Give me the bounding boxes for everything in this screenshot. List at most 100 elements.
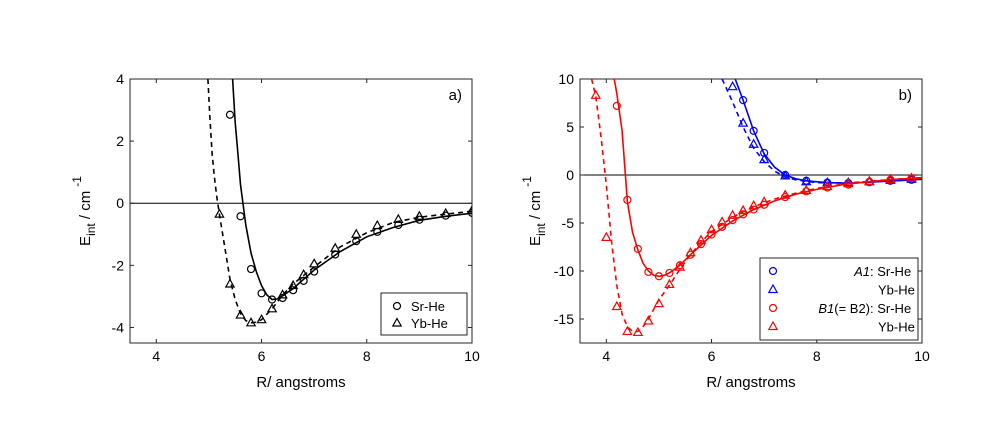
data-point bbox=[236, 212, 245, 221]
data-point bbox=[623, 195, 632, 205]
y-tick-label: 0 bbox=[116, 195, 124, 211]
data-point bbox=[748, 138, 759, 148]
data-point bbox=[643, 315, 654, 325]
series-line bbox=[231, 79, 472, 301]
plot-area bbox=[207, 79, 472, 327]
legend-marker bbox=[768, 266, 778, 276]
y-axis-label: Eint / cm -1 bbox=[520, 176, 548, 246]
legend-marker bbox=[768, 303, 778, 313]
data-point bbox=[466, 204, 472, 215]
y-label-main: E bbox=[527, 236, 544, 246]
y-tick-label: 0 bbox=[566, 167, 574, 183]
data-point bbox=[256, 313, 267, 324]
x-tick-label: 10 bbox=[464, 348, 480, 364]
panel-b: 4 6 8 10 -15 -10 -5 0 5 10 R/ angstroms Eint / cm -1… bbox=[520, 71, 930, 391]
legend-marker bbox=[391, 317, 403, 327]
data-point bbox=[654, 272, 664, 281]
data-point bbox=[644, 267, 653, 277]
data-point bbox=[822, 176, 833, 187]
data-point bbox=[298, 268, 309, 279]
data-point bbox=[822, 180, 833, 191]
data-point bbox=[224, 278, 236, 288]
data-point bbox=[758, 196, 770, 206]
legend-state: B1(= B2) bbox=[818, 301, 870, 316]
data-point bbox=[246, 264, 256, 274]
data-point bbox=[716, 216, 728, 226]
data-point bbox=[665, 268, 674, 278]
data-point bbox=[440, 207, 451, 218]
data-point bbox=[737, 117, 749, 127]
data-point bbox=[257, 289, 266, 298]
data-point bbox=[287, 279, 299, 290]
data-point bbox=[310, 267, 319, 276]
y-label-sup: -1 bbox=[70, 176, 84, 187]
y-tick-label: 5 bbox=[566, 119, 574, 135]
data-point bbox=[611, 300, 623, 311]
data-point bbox=[267, 295, 277, 304]
data-point bbox=[906, 172, 917, 182]
legend-state: A1 bbox=[853, 264, 870, 279]
series-yb-he-b1b2 bbox=[590, 79, 922, 337]
legend-label: Yb-He bbox=[878, 283, 915, 298]
legend-label: Sr-He bbox=[411, 299, 445, 314]
data-point bbox=[612, 101, 621, 110]
x-tick-label: 6 bbox=[708, 348, 716, 364]
data-point bbox=[622, 325, 633, 336]
data-point bbox=[801, 184, 812, 194]
y-tick-label: -5 bbox=[562, 215, 575, 231]
y-tick-label: -15 bbox=[554, 311, 574, 327]
legend-marker bbox=[767, 320, 779, 331]
y-label-main: E bbox=[77, 236, 94, 246]
series-line bbox=[613, 79, 922, 278]
data-point bbox=[843, 177, 854, 188]
data-point bbox=[760, 148, 769, 158]
legend-marker bbox=[767, 283, 779, 294]
panel-label: a) bbox=[449, 87, 462, 104]
y-label-sup: -1 bbox=[520, 176, 534, 187]
data-point bbox=[739, 210, 748, 219]
y-label-unit: / cm bbox=[527, 191, 544, 224]
y-tick-label: 4 bbox=[116, 71, 124, 87]
legend-box bbox=[380, 292, 468, 336]
legend-state-eq: (= B2) bbox=[834, 301, 870, 316]
data-point bbox=[590, 89, 602, 99]
data-point bbox=[289, 286, 298, 295]
data-point bbox=[737, 204, 749, 215]
x-tick-label: 4 bbox=[152, 348, 160, 364]
data-point bbox=[372, 219, 383, 230]
series-sr-he bbox=[225, 79, 472, 304]
x-tick-label: 4 bbox=[602, 348, 610, 364]
legend-label: Yb-He bbox=[878, 320, 915, 335]
panel-a: 4 6 8 10 -4 -2 0 2 4 R/ angstroms Eint / cm -1 a) Sr-… bbox=[70, 71, 480, 391]
data-point bbox=[664, 278, 675, 289]
legend-label: Yb-He bbox=[411, 316, 448, 331]
data-point bbox=[653, 297, 665, 308]
data-point bbox=[601, 231, 612, 241]
data-point bbox=[225, 110, 235, 119]
series-line bbox=[721, 79, 922, 184]
x-axis-label: R/ angstroms bbox=[256, 374, 345, 391]
legend-box bbox=[759, 257, 919, 341]
data-point bbox=[329, 242, 341, 252]
data-point bbox=[308, 258, 320, 268]
y-label-sub: int bbox=[534, 223, 548, 236]
x-tick-label: 8 bbox=[813, 348, 821, 364]
data-point bbox=[235, 309, 246, 319]
data-point bbox=[633, 244, 642, 254]
legend: Sr-He Yb-He bbox=[380, 292, 468, 336]
legend-marker bbox=[392, 301, 402, 311]
data-point bbox=[632, 326, 644, 337]
series-line bbox=[590, 79, 922, 333]
data-point bbox=[749, 205, 758, 214]
data-point bbox=[748, 199, 759, 210]
data-point bbox=[758, 153, 770, 164]
y-tick-label: -2 bbox=[112, 257, 125, 273]
x-tick-label: 8 bbox=[363, 348, 371, 364]
legend-label: : Sr-He bbox=[870, 264, 911, 279]
data-point bbox=[727, 209, 738, 219]
legend-state-name: B1 bbox=[818, 301, 834, 316]
data-point bbox=[727, 80, 738, 91]
data-point bbox=[779, 170, 791, 180]
